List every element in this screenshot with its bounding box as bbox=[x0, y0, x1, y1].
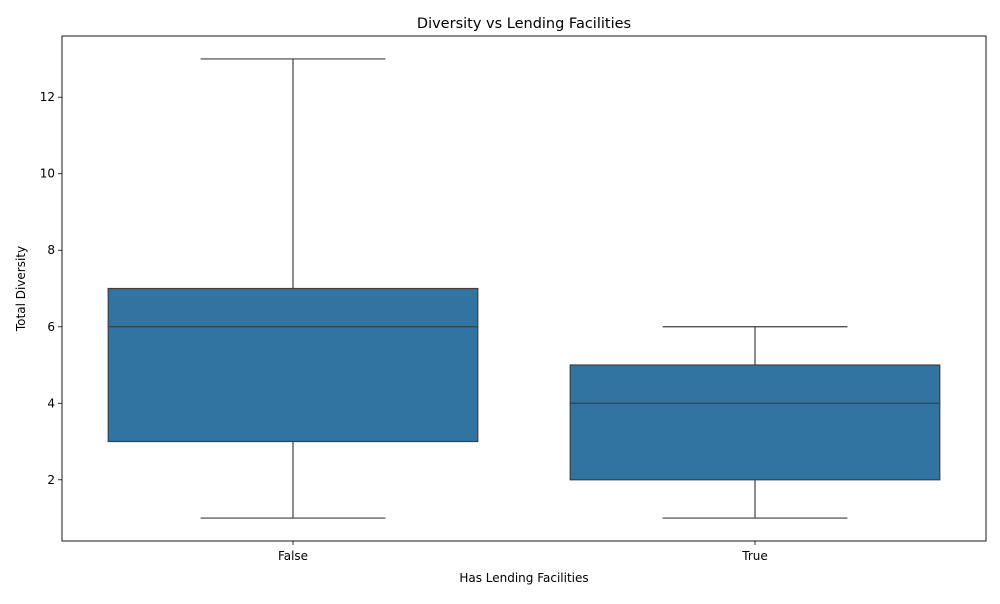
box-group-false bbox=[107, 58, 479, 519]
x-axis-label: Has Lending Facilities bbox=[459, 571, 588, 585]
chart-title: Diversity vs Lending Facilities bbox=[417, 16, 631, 32]
y-tick-label: 8 bbox=[47, 243, 55, 257]
y-tick-label: 12 bbox=[40, 90, 55, 104]
axes: 2 4 6 8 10 12 False True bbox=[40, 90, 768, 563]
y-tick-label: 4 bbox=[47, 396, 55, 410]
y-tick-label: 2 bbox=[47, 473, 55, 487]
y-tick-label: 10 bbox=[40, 167, 55, 181]
y-tick-label: 6 bbox=[47, 320, 55, 334]
boxes bbox=[107, 58, 941, 519]
y-axis-label: Total Diversity bbox=[14, 246, 28, 332]
x-tick-label: True bbox=[741, 549, 768, 563]
iqr-box bbox=[107, 287, 479, 443]
x-tick-label: False bbox=[278, 549, 308, 563]
box-group-true bbox=[569, 326, 941, 519]
iqr-box bbox=[569, 364, 941, 481]
